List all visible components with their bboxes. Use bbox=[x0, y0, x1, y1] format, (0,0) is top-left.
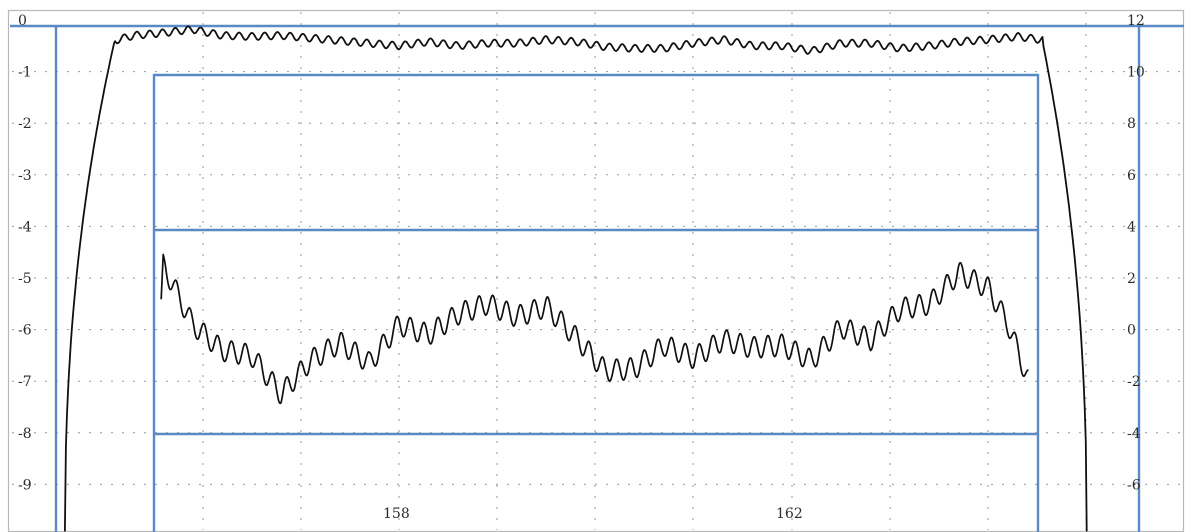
y-tick-label-right: 2 bbox=[1127, 271, 1136, 287]
y-tick-label-left: -6 bbox=[18, 323, 32, 339]
x-tick-label: 162 bbox=[776, 506, 803, 522]
plot-frame bbox=[7, 9, 1185, 532]
y-tick-label-right: 8 bbox=[1127, 116, 1136, 132]
y-tick-label-right: 0 bbox=[1127, 323, 1136, 339]
y-tick-label-left: -7 bbox=[18, 374, 32, 390]
y-tick-label-left: 0 bbox=[18, 13, 27, 29]
grid-lines bbox=[12, 12, 1180, 530]
tick-labels: 0 -1 -2 -3 -4 -5 -6 -7 -8 -9 12 10 8 6 4 2 0 -2 -4 -6 158 162 bbox=[18, 13, 1145, 522]
y-tick-label-left: -5 bbox=[18, 271, 32, 287]
y-tick-label-right: -6 bbox=[1127, 477, 1141, 493]
y-tick-label-right: -2 bbox=[1127, 374, 1141, 390]
series-line-inset bbox=[160, 253, 1029, 405]
y-tick-label-left: -3 bbox=[18, 168, 32, 184]
x-tick-label: 158 bbox=[383, 506, 410, 522]
y-tick-label-left: -9 bbox=[18, 477, 32, 493]
y-tick-label-left: -4 bbox=[18, 219, 32, 235]
y-tick-label-right: 6 bbox=[1127, 168, 1136, 184]
y-tick-label-left: -1 bbox=[18, 65, 32, 81]
y-tick-label-right: -4 bbox=[1127, 426, 1141, 442]
y-tick-label-left: -8 bbox=[18, 426, 32, 442]
y-tick-label-right: 10 bbox=[1127, 65, 1145, 81]
highlight-overlays bbox=[10, 24, 1184, 532]
y-tick-label-right: 4 bbox=[1127, 219, 1136, 235]
y-tick-label-right: 12 bbox=[1127, 13, 1145, 29]
data-traces bbox=[64, 25, 1088, 532]
y-tick-label-left: -2 bbox=[18, 116, 32, 132]
overlay-inner-box bbox=[152, 73, 1040, 532]
series-line-main bbox=[64, 25, 1088, 532]
